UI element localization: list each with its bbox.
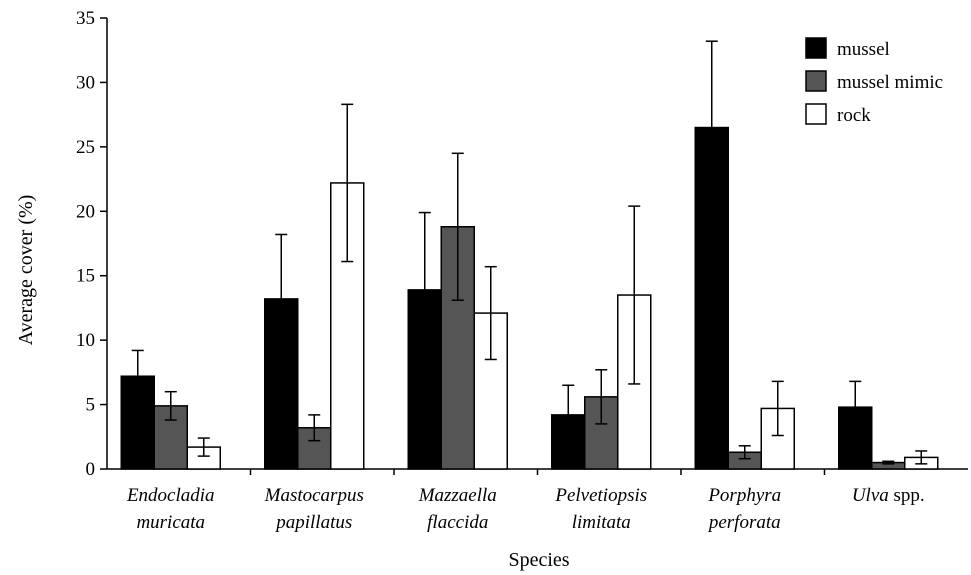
y-tick-label: 35 [76, 8, 95, 29]
x-tick-label: Mastocarpus [264, 485, 364, 506]
x-tick-label-line2: muricata [136, 512, 205, 533]
labels: Endocladia muricata Mastocarpus papillatus M… [126, 485, 925, 533]
y-axis-title: Average cover (%) [15, 195, 37, 346]
x-tick-label: Ulva spp. [852, 485, 925, 506]
x-axis-title: Species [508, 549, 569, 571]
y-tick-label: 15 [76, 266, 95, 287]
y-tick-label: 25 [76, 137, 95, 158]
error-bars [131, 40, 928, 465]
legend-label-mussel-mimic: mussel mimic [837, 72, 943, 93]
x-tick-label-line2: flaccida [427, 512, 488, 533]
x-tick-label-line2: perforata [707, 512, 781, 533]
y-tick-label: 5 [86, 395, 96, 416]
x-tick-label-line2: limitata [572, 512, 631, 533]
y-tick-label: 0 [86, 459, 96, 480]
legend-swatch-mussel [805, 37, 827, 59]
legend: mussel mussel mimic rock [805, 37, 943, 126]
legend-label-mussel: mussel [837, 39, 890, 60]
legend-swatch-rock [805, 103, 827, 125]
y-tick-label: 30 [76, 72, 95, 93]
x-tick-label-line2: papillatus [274, 512, 352, 533]
bars [120, 126, 939, 470]
y-tick-label: 10 [76, 330, 95, 351]
legend-swatch-mussel-mimic [805, 70, 827, 92]
x-tick-label: Pelvetiopsis [554, 485, 647, 506]
axes: 0 5 10 15 20 25 30 35 [76, 8, 968, 480]
legend-label-rock: rock [837, 105, 871, 126]
x-tick-label: Porphyra [707, 485, 781, 506]
x-tick-label: Endocladia [126, 485, 215, 506]
x-tick-label: Mazzaella [418, 485, 497, 506]
y-tick-label: 20 [76, 201, 95, 222]
